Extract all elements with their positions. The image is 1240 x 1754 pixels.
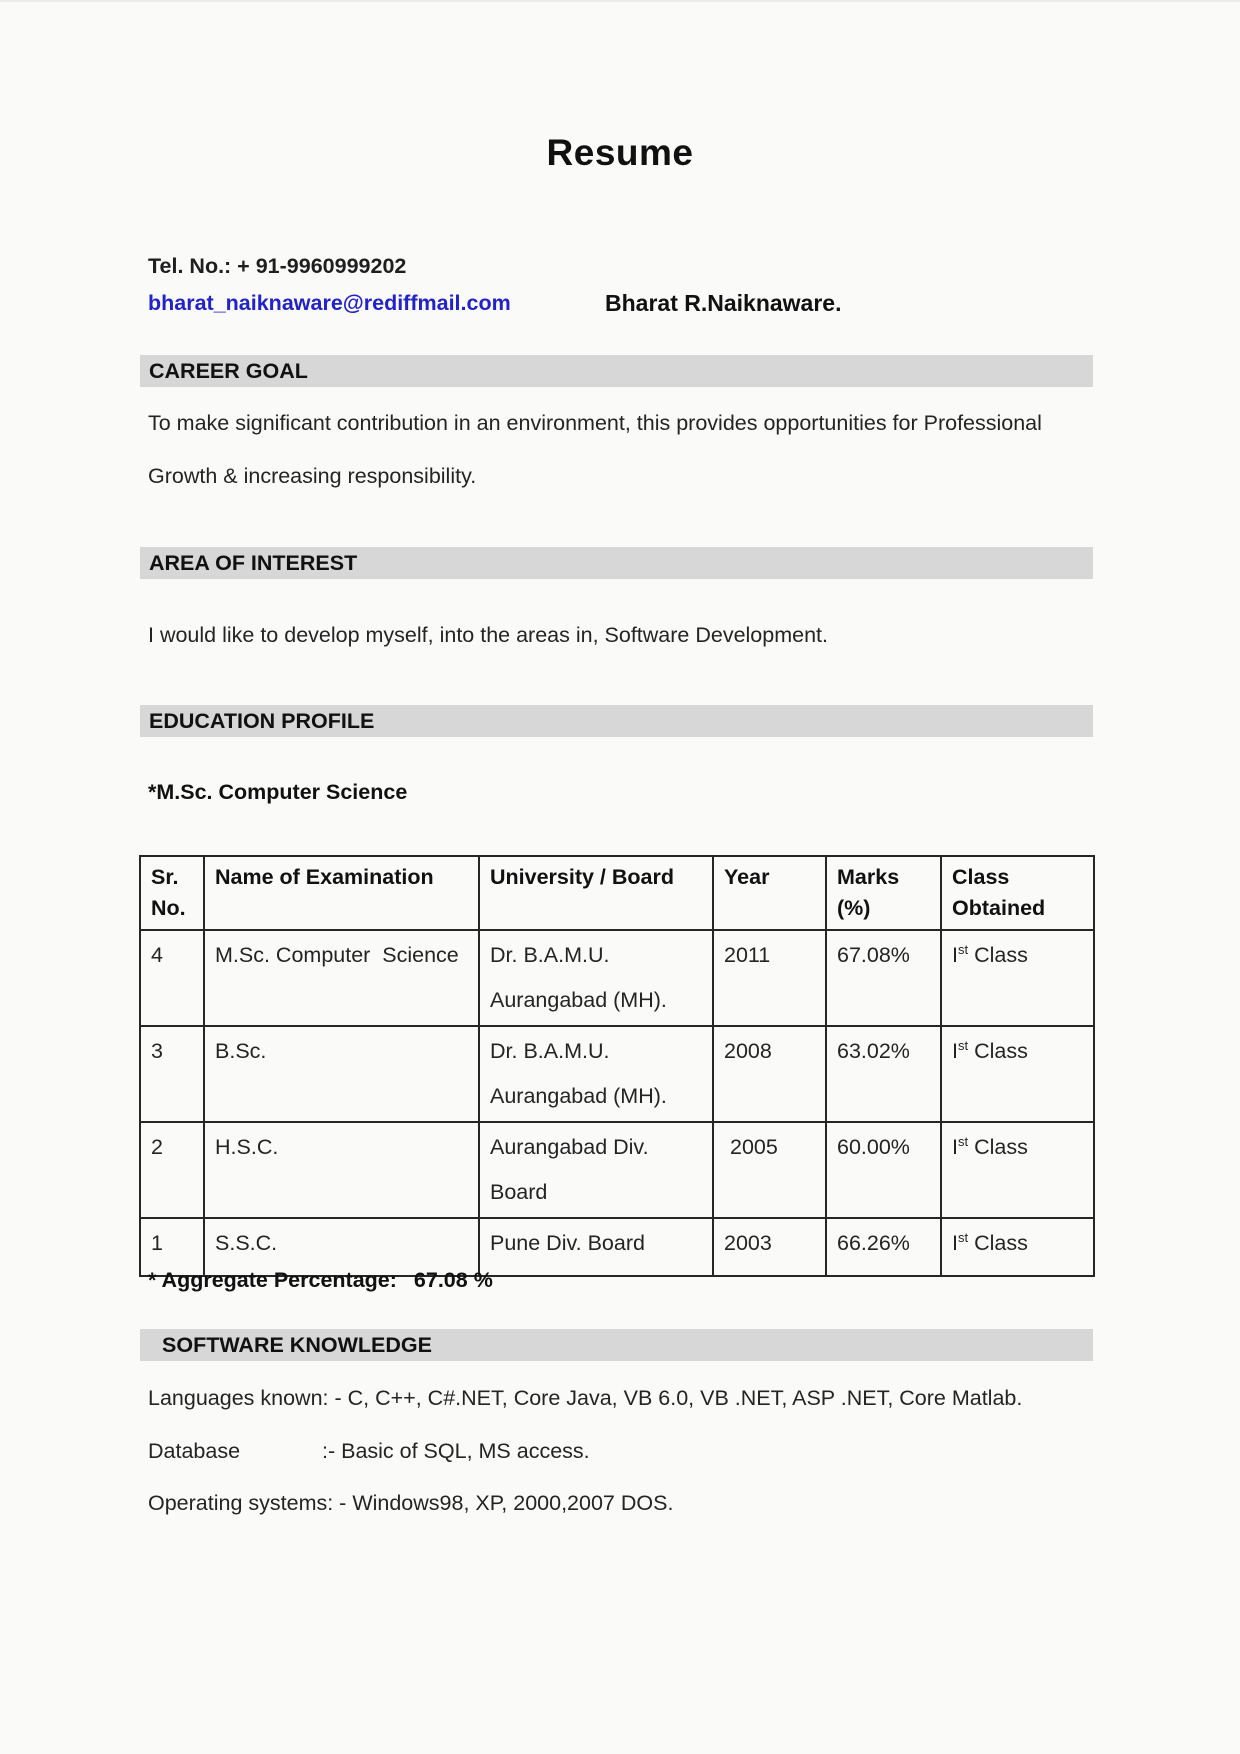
class-rest: Class: [968, 943, 1028, 967]
cell-university-line1: Aurangabad Div.: [490, 1135, 649, 1159]
cell-marks: 67.08%: [825, 929, 942, 1027]
cell-sr: 3: [139, 1025, 205, 1123]
cell-exam: H.S.C.: [203, 1121, 480, 1219]
section-heading-education-profile: EDUCATION PROFILE: [140, 705, 1093, 737]
cell-year: 2003: [712, 1217, 827, 1277]
class-base: I: [952, 1231, 958, 1255]
class-base: I: [952, 1039, 958, 1063]
col-header-sr-line1: Sr.: [151, 865, 179, 889]
cell-exam: B.Sc.: [203, 1025, 480, 1123]
table-row: 4 M.Sc. Computer Science Dr. B.A.M.U. Aur…: [139, 929, 1095, 1027]
col-header-sr-line2: No.: [151, 896, 186, 920]
page-title: Resume: [546, 132, 694, 173]
person-name: Bharat R.Naiknaware.: [605, 290, 842, 316]
table-row: 3 B.Sc. Dr. B.A.M.U. Aurangabad (MH). 200…: [139, 1025, 1095, 1123]
education-table: Sr. No. Name of Examination University / …: [139, 855, 1095, 1277]
class-rest: Class: [968, 1135, 1028, 1159]
cell-marks: 63.02%: [825, 1025, 942, 1123]
aggregate-label: * Aggregate Percentage:: [148, 1268, 397, 1292]
cell-year: 2011: [712, 929, 827, 1027]
col-header-class-line2: Obtained: [952, 896, 1046, 920]
class-superscript: st: [957, 941, 969, 957]
cell-sr: 4: [139, 929, 205, 1027]
class-rest: Class: [968, 1039, 1028, 1063]
cell-class: Ist Class: [940, 1025, 1095, 1123]
operating-systems-line: Operating systems: - Windows98, XP, 2000…: [148, 1491, 674, 1515]
cell-sr: 1: [139, 1217, 205, 1277]
col-header-sr-no: Sr. No.: [139, 855, 205, 931]
career-goal-line-1: To make significant contribution in an e…: [148, 411, 1042, 435]
cell-marks: 66.26%: [825, 1217, 942, 1277]
section-heading-career-goal: CAREER GOAL: [140, 355, 1093, 387]
cell-university-line2: Aurangabad (MH).: [490, 988, 667, 1012]
col-header-class: Class Obtained: [940, 855, 1095, 931]
languages-known-line: Languages known: - C, C++, C#.NET, Core …: [148, 1386, 1023, 1410]
cell-university-line1: Dr. B.A.M.U.: [490, 943, 610, 967]
col-header-year: Year: [712, 855, 827, 931]
area-of-interest-paragraph: I would like to develop myself, into the…: [148, 609, 828, 662]
career-goal-line-2: Growth & increasing responsibility.: [148, 464, 477, 488]
cell-class: Ist Class: [940, 1121, 1095, 1219]
cell-year: 2005: [712, 1121, 827, 1219]
class-superscript: st: [957, 1133, 969, 1149]
email-link[interactable]: bharat_naiknaware@rediffmail.com: [148, 291, 511, 315]
cell-university: Aurangabad Div. Board: [478, 1121, 714, 1219]
database-label: Database: [148, 1439, 241, 1463]
career-goal-paragraph: To make significant contribution in an e…: [148, 397, 1042, 503]
aggregate-value: 67.08 %: [413, 1268, 493, 1292]
section-heading-area-of-interest: AREA OF INTEREST: [140, 547, 1093, 579]
area-of-interest-line-1: I would like to develop myself, into the…: [148, 623, 828, 647]
class-superscript: st: [957, 1229, 969, 1245]
cell-university-line2: Board: [490, 1180, 548, 1204]
col-header-university: University / Board: [478, 855, 714, 931]
col-header-marks-line2: (%): [837, 896, 871, 920]
cell-university-line1: Dr. B.A.M.U.: [490, 1039, 610, 1063]
class-base: I: [952, 1135, 958, 1159]
database-line: Database :- Basic of SQL, MS access.: [148, 1439, 590, 1464]
section-heading-software-knowledge: SOFTWARE KNOWLEDGE: [140, 1329, 1093, 1361]
cell-year: 2008: [712, 1025, 827, 1123]
cell-university-line1: Pune Div. Board: [490, 1231, 645, 1255]
cell-university: Dr. B.A.M.U. Aurangabad (MH).: [478, 1025, 714, 1123]
table-row: 1 S.S.C. Pune Div. Board 2003 66.26% Ist…: [139, 1217, 1095, 1277]
col-header-marks-line1: Marks: [837, 865, 900, 889]
class-superscript: st: [957, 1037, 969, 1053]
aggregate-percentage-line: * Aggregate Percentage: 67.08 %: [148, 1268, 493, 1293]
table-row: 2 H.S.C. Aurangabad Div. Board 2005 60.00…: [139, 1121, 1095, 1219]
cell-university: Dr. B.A.M.U. Aurangabad (MH).: [478, 929, 714, 1027]
cell-sr: 2: [139, 1121, 205, 1219]
class-base: I: [952, 943, 958, 967]
education-subheading: *M.Sc. Computer Science: [148, 780, 408, 804]
col-header-marks: Marks (%): [825, 855, 942, 931]
cell-class: Ist Class: [940, 929, 1095, 1027]
class-rest: Class: [968, 1231, 1028, 1255]
cell-marks: 60.00%: [825, 1121, 942, 1219]
table-header-row: Sr. No. Name of Examination University / …: [139, 855, 1095, 931]
cell-exam: M.Sc. Computer Science: [203, 929, 480, 1027]
telephone-line: Tel. No.: + 91-9960999202: [148, 254, 407, 278]
cell-class: Ist Class: [940, 1217, 1095, 1277]
cell-university: Pune Div. Board: [478, 1217, 714, 1277]
cell-university-line2: Aurangabad (MH).: [490, 1084, 667, 1108]
col-header-class-line1: Class: [952, 865, 1010, 889]
database-value: :- Basic of SQL, MS access.: [322, 1439, 590, 1463]
col-header-exam: Name of Examination: [203, 855, 480, 931]
cell-exam: S.S.C.: [203, 1217, 480, 1277]
